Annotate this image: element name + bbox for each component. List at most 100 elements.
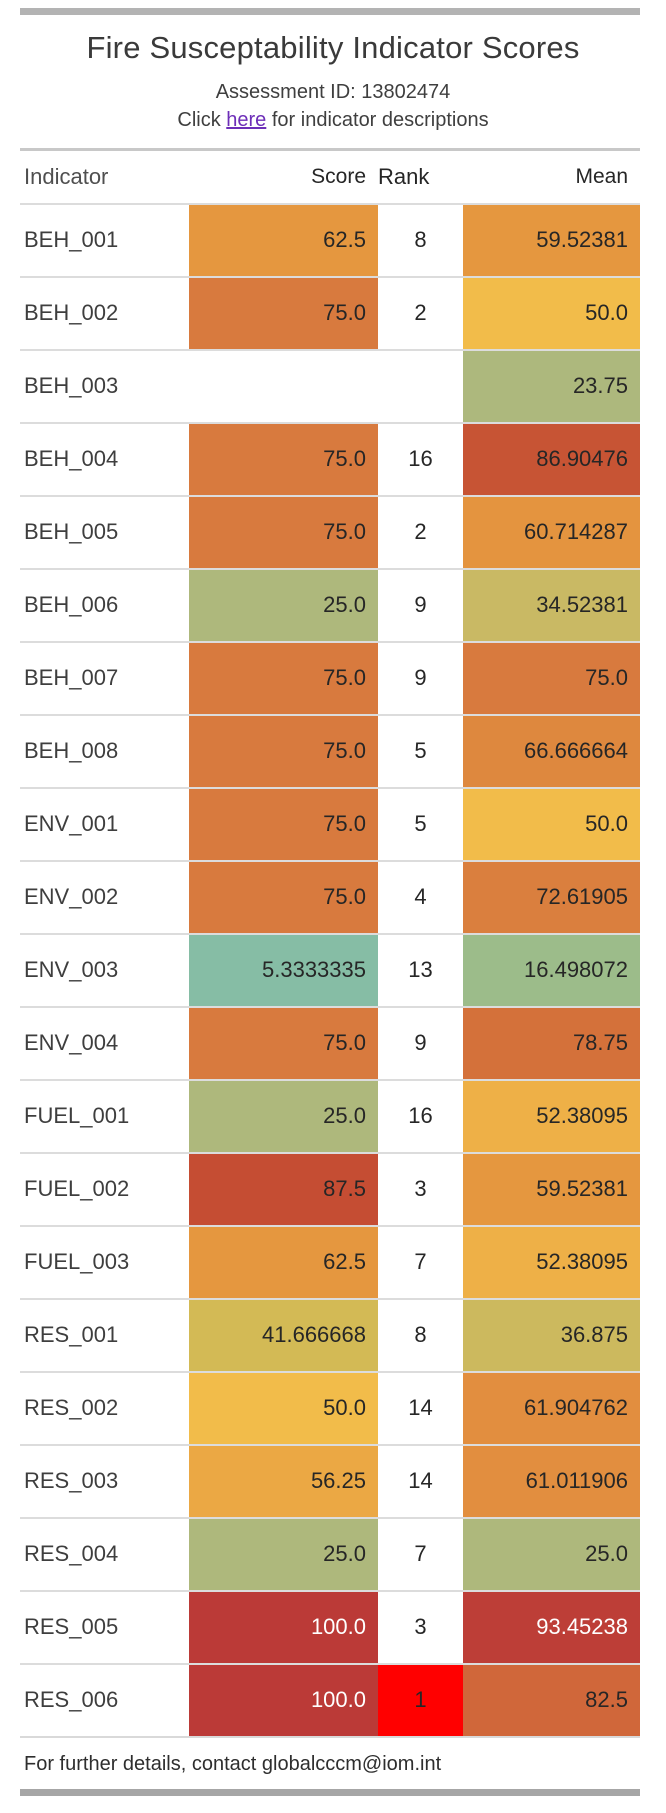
score-cell: 75.0 (189, 715, 378, 787)
score-cell: 75.0 (189, 1007, 378, 1079)
mean-cell: 52.38095 (463, 1226, 640, 1298)
table-row: RES_002 50.0 14 61.904762 (20, 1370, 640, 1444)
score-cell: 25.0 (189, 1080, 378, 1152)
link-line: Click here for indicator descriptions (0, 106, 666, 134)
table-row: BEH_005 75.0 2 60.714287 (20, 494, 640, 568)
col-header-rank: Rank (378, 163, 430, 189)
indicator-cell: ENV_004 (24, 1030, 119, 1056)
score-cell (189, 351, 378, 422)
score-cell: 100.0 (189, 1664, 378, 1736)
mean-cell: 78.75 (463, 1007, 640, 1079)
table-row: FUEL_001 25.0 16 52.38095 (20, 1078, 640, 1152)
mean-cell: 59.52381 (463, 204, 640, 276)
table-row: ENV_002 75.0 4 72.61905 (20, 859, 640, 933)
score-cell: 87.5 (189, 1153, 378, 1225)
header-divider (20, 147, 640, 151)
rank-cell: 9 (414, 592, 427, 618)
table-row: ENV_003 5.3333335 13 16.498072 (20, 932, 640, 1006)
rank-cell (378, 351, 463, 422)
score-cell: 62.5 (189, 1226, 378, 1298)
score-cell: 50.0 (189, 1372, 378, 1444)
mean-cell: 82.5 (463, 1664, 640, 1736)
assessment-id: Assessment ID: 13802474 (215, 81, 451, 103)
mean-cell: 50.0 (463, 277, 640, 349)
table-body: BEH_001 62.5 8 59.52381 BEH_002 75.0 2 50.0 BEH_… (20, 202, 640, 1738)
horizontal-scrollbar-top[interactable] (20, 8, 640, 15)
indicator-cell: BEH_003 (24, 373, 119, 399)
indicator-cell: FUEL_003 (24, 1249, 130, 1275)
rank-cell: 14 (408, 1468, 433, 1494)
score-cell: 25.0 (189, 569, 378, 641)
mean-cell: 72.61905 (463, 861, 640, 933)
table-row: RES_005 100.0 3 93.45238 (20, 1589, 640, 1663)
rank-cell: 9 (414, 665, 427, 691)
table-header-row: Indicator Score Rank Mean (20, 151, 640, 203)
indicator-cell: BEH_001 (24, 227, 119, 253)
score-cell: 75.0 (189, 496, 378, 568)
rank-cell: 3 (414, 1176, 427, 1202)
indicator-cell: FUEL_001 (24, 1103, 130, 1129)
page-title: Fire Susceptability Indicator Scores (86, 30, 580, 65)
rank-cell: 8 (414, 1322, 427, 1348)
indicator-cell: FUEL_002 (24, 1176, 130, 1202)
rank-cell: 4 (414, 884, 427, 910)
table-row: BEH_002 75.0 2 50.0 (20, 275, 640, 349)
indicator-cell: ENV_002 (24, 884, 119, 910)
indicator-cell: RES_005 (24, 1614, 119, 1640)
mean-cell: 34.52381 (463, 569, 640, 641)
indicator-cell: ENV_001 (24, 811, 119, 837)
score-cell: 25.0 (189, 1518, 378, 1590)
indicator-cell: RES_001 (24, 1322, 119, 1348)
indicator-cell: BEH_007 (24, 665, 119, 691)
mean-cell: 61.904762 (463, 1372, 640, 1444)
rank-cell: 8 (414, 227, 427, 253)
indicator-descriptions-link[interactable]: here (226, 109, 267, 132)
mean-cell: 86.90476 (463, 423, 640, 495)
score-cell: 75.0 (189, 642, 378, 714)
table-row: FUEL_002 87.5 3 59.52381 (20, 1151, 640, 1225)
indicator-cell: BEH_005 (24, 519, 119, 545)
indicator-cell: RES_004 (24, 1541, 119, 1567)
mean-cell: 36.875 (463, 1299, 640, 1371)
horizontal-scrollbar-bottom[interactable] (20, 1788, 640, 1796)
table-row: BEH_003 23.75 (20, 348, 640, 422)
score-cell: 75.0 (189, 861, 378, 933)
table-row: BEH_008 75.0 5 66.666664 (20, 713, 640, 787)
score-cell: 100.0 (189, 1591, 378, 1663)
rank-cell: 16 (408, 446, 433, 472)
rank-cell: 3 (414, 1614, 427, 1640)
table-row: FUEL_003 62.5 7 52.38095 (20, 1224, 640, 1298)
rank-cell: 5 (414, 811, 427, 837)
rank-cell: 2 (414, 300, 427, 326)
table-row: RES_001 41.666668 8 36.875 (20, 1297, 640, 1371)
col-header-indicator: Indicator (24, 163, 109, 189)
rank-cell: 7 (414, 1541, 427, 1567)
score-cell: 75.0 (189, 788, 378, 860)
mean-cell: 50.0 (463, 788, 640, 860)
score-cell: 41.666668 (189, 1299, 378, 1371)
mean-cell: 60.714287 (463, 496, 640, 568)
table-row: ENV_004 75.0 9 78.75 (20, 1005, 640, 1079)
rank-cell: 1 (378, 1664, 463, 1736)
mean-cell: 25.0 (463, 1518, 640, 1590)
mean-cell: 23.75 (463, 350, 640, 422)
indicator-cell: RES_006 (24, 1687, 119, 1713)
indicator-cell: RES_003 (24, 1468, 119, 1494)
score-cell: 62.5 (189, 204, 378, 276)
mean-cell: 61.011906 (463, 1445, 640, 1517)
rank-cell: 16 (408, 1103, 433, 1129)
link-suffix-text: for indicator descriptions (266, 109, 489, 132)
mean-cell: 59.52381 (463, 1153, 640, 1225)
score-cell: 5.3333335 (189, 934, 378, 1006)
col-header-mean: Mean (575, 164, 628, 188)
score-cell: 75.0 (189, 277, 378, 349)
table-row: RES_004 25.0 7 25.0 (20, 1516, 640, 1590)
table-row: BEH_004 75.0 16 86.90476 (20, 421, 640, 495)
rank-cell: 14 (408, 1395, 433, 1421)
mean-cell: 66.666664 (463, 715, 640, 787)
mean-cell: 75.0 (463, 642, 640, 714)
mean-cell: 52.38095 (463, 1080, 640, 1152)
mean-cell: 93.45238 (463, 1591, 640, 1663)
indicator-cell: ENV_003 (24, 957, 119, 983)
table-row: BEH_006 25.0 9 34.52381 (20, 567, 640, 641)
